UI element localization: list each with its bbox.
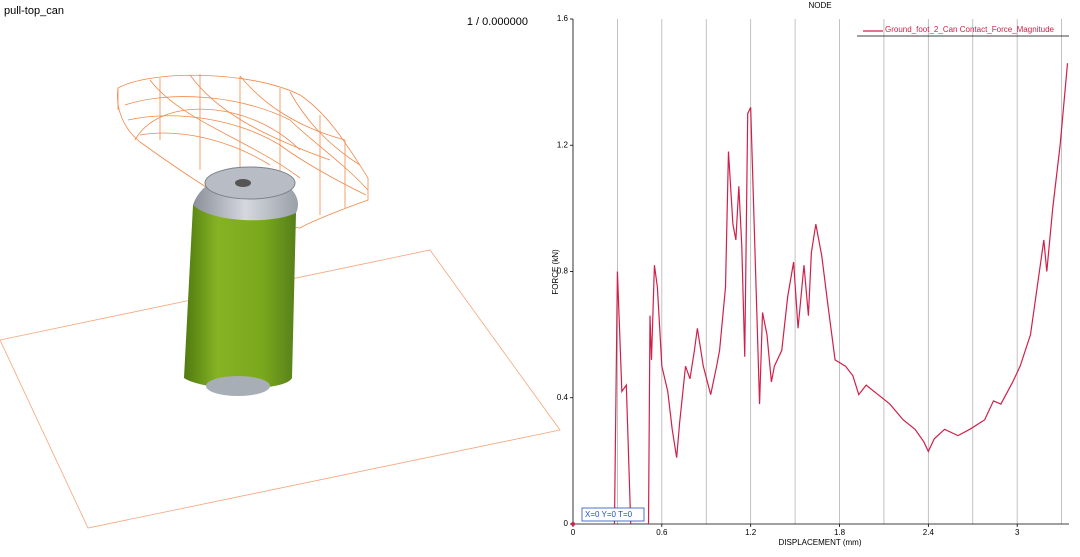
x-axis-label: DISPLACEMENT (mm) (779, 538, 862, 547)
x-tick-label: 1.8 (834, 528, 846, 537)
model-title: pull-top_can (4, 5, 64, 17)
origin-marker (571, 522, 575, 526)
x-tick-label: 0.6 (656, 528, 668, 537)
annotation: X=0 Y=0 T=0 (585, 510, 633, 519)
series-line (613, 63, 1069, 524)
frame-label: 1 / 0.000000 (467, 16, 528, 28)
chart-title: NODE (808, 1, 831, 10)
legend-label: Ground_foot_2_Can Contact_Force_Magnitud… (885, 25, 1055, 34)
annotation-box (581, 507, 645, 522)
y-tick-label: 1.6 (557, 14, 569, 23)
can (184, 166, 298, 396)
y-tick-label: 0 (564, 519, 569, 528)
foot-wireframe (117, 74, 369, 229)
y-tick-label: 0.4 (557, 393, 569, 402)
y-axis-label: FORCE (kN) (551, 249, 560, 295)
viewport-3d: pull-top_can 1 / 0.000000 (0, 5, 561, 529)
y-tick-label: 1.2 (557, 140, 569, 149)
chart: NODE DISPLACEMENT (mm) FORCE (kN) 0 0.6 1.… (551, 1, 1069, 547)
x-tick-label: 3 (1015, 528, 1020, 537)
y-tick-label: 0.8 (557, 267, 569, 276)
x-tick-label: 1.2 (745, 528, 757, 537)
x-tick-label: 0 (571, 528, 576, 537)
x-tick-label: 2.4 (923, 528, 935, 537)
